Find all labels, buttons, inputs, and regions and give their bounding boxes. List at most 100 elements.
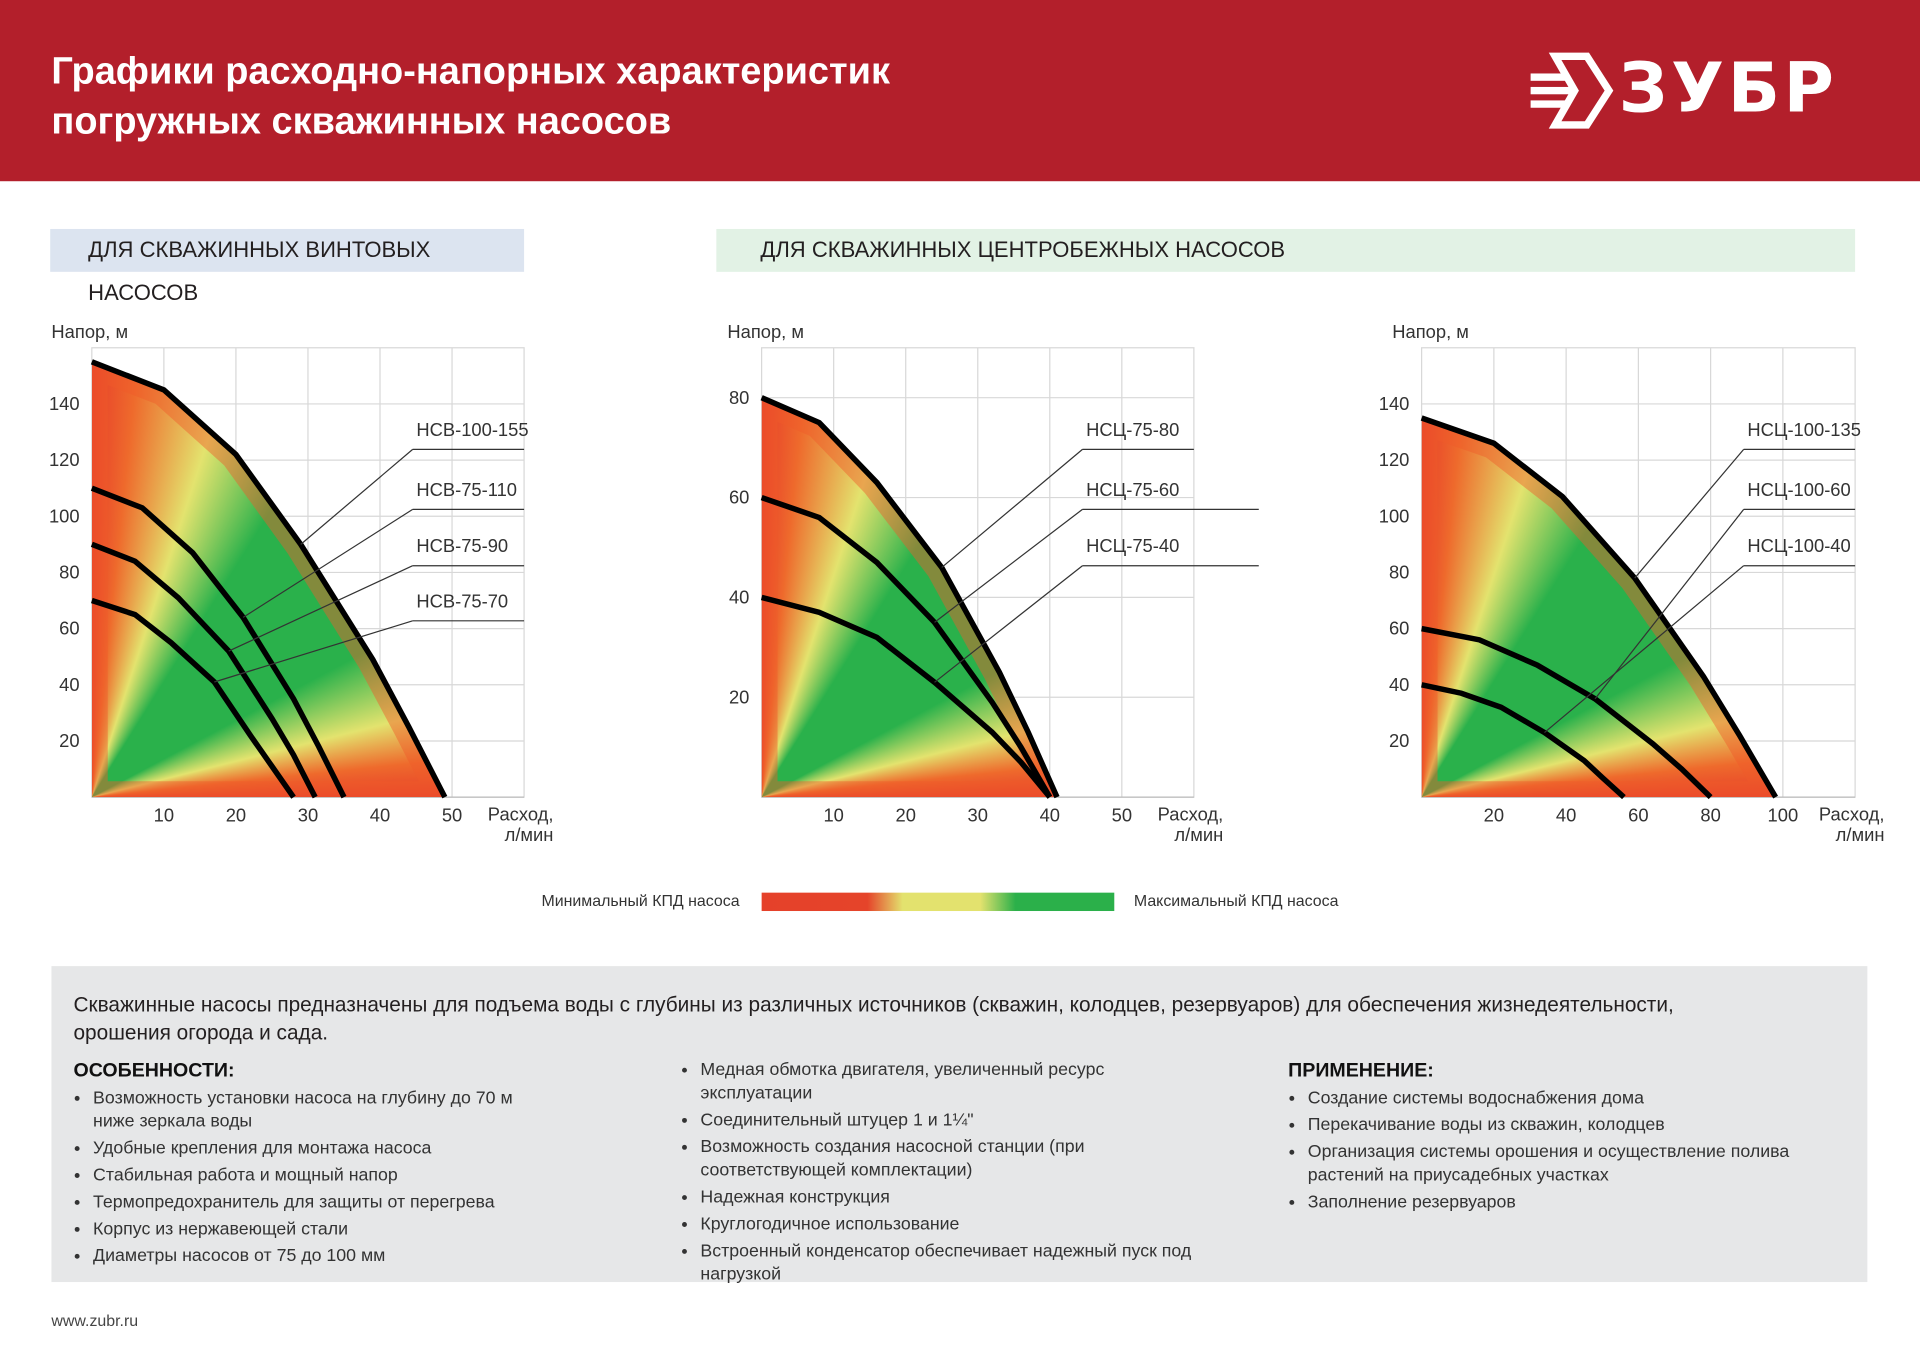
bullet-item: Корпус из нержавеющей стали bbox=[93, 1218, 551, 1241]
bullet-item: Медная обмотка двигателя, увеличенный ре… bbox=[700, 1059, 1219, 1106]
curve-label: НСЦ-75-40 bbox=[1086, 535, 1179, 556]
pump-curve bbox=[1421, 682, 1626, 800]
bullet-item: Удобные крепления для монтажа насоса bbox=[93, 1138, 551, 1161]
x-axis-label: Расход, л/мин bbox=[1157, 804, 1224, 847]
bullet-item: Перекачивание воды из скважин, колодцев bbox=[1308, 1114, 1864, 1137]
footer-url: www.zubr.ru bbox=[51, 1311, 139, 1330]
bullet-item: Надежная конструкция bbox=[700, 1187, 1219, 1210]
leader-line bbox=[228, 565, 413, 652]
x-tick-label: 30 bbox=[968, 805, 988, 826]
x-tick-label: 100 bbox=[1768, 805, 1799, 826]
y-tick-label: 100 bbox=[1379, 505, 1410, 526]
bullet-item: Термопредохранитель для защиты от перегр… bbox=[93, 1191, 551, 1214]
bullet-list: Медная обмотка двигателя, увеличенный ре… bbox=[681, 1059, 1220, 1287]
y-tick-label: 20 bbox=[59, 730, 79, 751]
bullet-item: Организация системы орошения и осуществл… bbox=[1308, 1141, 1864, 1188]
logo-bar bbox=[1530, 86, 1573, 95]
x-tick-label: 20 bbox=[226, 805, 246, 826]
pump-curve bbox=[1421, 625, 1713, 800]
x-tick-label: 10 bbox=[823, 805, 843, 826]
leader-line bbox=[214, 620, 413, 683]
x-tick-label: 20 bbox=[1484, 805, 1504, 826]
y-tick-label: 120 bbox=[1379, 449, 1410, 470]
x-tick-label: 40 bbox=[1040, 805, 1060, 826]
intro-text: Скважинные насосы предназначены для подъ… bbox=[73, 993, 1674, 1045]
curve-label: НСЦ-100-135 bbox=[1747, 419, 1861, 440]
info-box: Скважинные насосы предназначены для подъ… bbox=[51, 966, 1868, 1284]
bullet-item: Встроенный конденсатор обеспечивает наде… bbox=[700, 1240, 1219, 1287]
y-tick-label: 60 bbox=[729, 487, 749, 508]
curve-label: НСВ-75-110 bbox=[416, 479, 517, 500]
bullet-item: Стабильная работа и мощный напор bbox=[93, 1164, 551, 1187]
leader-line bbox=[941, 448, 1083, 568]
x-tick-label: 60 bbox=[1628, 805, 1648, 826]
bullet-item: Круглогодичное использование bbox=[700, 1213, 1219, 1236]
legend-min-label: Минимальный КПД насоса bbox=[541, 891, 740, 910]
leader-line bbox=[934, 508, 1083, 623]
column-heading: ОСОБЕННОСТИ: bbox=[73, 1060, 235, 1082]
y-tick-label: 40 bbox=[59, 674, 79, 695]
x-tick-label: 80 bbox=[1700, 805, 1720, 826]
x-tick-label: 30 bbox=[298, 805, 318, 826]
curve-label: НСЦ-100-40 bbox=[1747, 535, 1850, 556]
bullet-list: Создание системы водоснабжения дома Перек… bbox=[1288, 1087, 1864, 1214]
leader-line bbox=[242, 508, 413, 618]
x-tick-label: 50 bbox=[442, 805, 462, 826]
bullet-item: Создание системы водоснабжения дома bbox=[1308, 1087, 1864, 1110]
y-tick-label: 40 bbox=[1389, 674, 1409, 695]
bullet-item: Диаметры насосов от 75 до 100 мм bbox=[93, 1245, 551, 1268]
y-tick-label: 20 bbox=[729, 686, 749, 707]
x-axis-label: Расход, л/мин bbox=[1818, 804, 1885, 847]
logo-chevron bbox=[1548, 52, 1614, 129]
bullet-item: Возможность установки насоса на глубину … bbox=[93, 1087, 551, 1134]
logo-icon bbox=[1530, 52, 1614, 129]
x-tick-label: 40 bbox=[1556, 805, 1576, 826]
column-heading: ПРИМЕНЕНИЕ: bbox=[1288, 1060, 1434, 1082]
y-axis-label: Напор, м bbox=[727, 321, 804, 342]
y-tick-label: 140 bbox=[49, 393, 80, 414]
x-tick-label: 40 bbox=[370, 805, 390, 826]
curve-label: НСВ-75-70 bbox=[416, 590, 508, 611]
pump-curve bbox=[90, 541, 318, 799]
title-line: Графики расходно-напорных характеристик bbox=[51, 48, 890, 92]
logo-bar bbox=[1530, 73, 1568, 81]
pump-curve bbox=[760, 494, 1053, 799]
info-column: ОСОБЕННОСТИ: Возможность установки насоса… bbox=[73, 1059, 551, 1272]
y-axis-label: Напор, м bbox=[51, 321, 128, 342]
curve-label: НСЦ-75-80 bbox=[1086, 419, 1179, 440]
info-column: Медная обмотка двигателя, увеличенный ре… bbox=[681, 1059, 1220, 1290]
bullet-item: Возможность создания насосной станции (п… bbox=[700, 1136, 1219, 1183]
pump-curve bbox=[90, 359, 448, 799]
leader-line bbox=[300, 448, 414, 545]
x-tick-label: 10 bbox=[154, 805, 174, 826]
header: Графики расходно-напорных характеристик … bbox=[0, 0, 1920, 182]
y-tick-label: 80 bbox=[59, 562, 79, 583]
y-tick-label: 20 bbox=[1389, 730, 1409, 751]
bullet-list: Возможность установки насоса на глубину … bbox=[73, 1087, 551, 1268]
logo-text: ЗУБР bbox=[1618, 48, 1838, 129]
bullet-item: Соединительный штуцер 1 и 1¼" bbox=[700, 1109, 1219, 1132]
bullet-item: Заполнение резервуаров bbox=[1308, 1191, 1864, 1214]
y-tick-label: 140 bbox=[1379, 393, 1410, 414]
x-tick-label: 50 bbox=[1112, 805, 1132, 826]
logo-bar bbox=[1530, 100, 1568, 108]
y-tick-label: 80 bbox=[729, 387, 749, 408]
info-column: ПРИМЕНЕНИЕ: Создание системы водоснабжени… bbox=[1288, 1059, 1864, 1218]
pump-curve bbox=[760, 395, 1060, 799]
leader-line bbox=[1594, 509, 1745, 700]
y-tick-label: 60 bbox=[59, 618, 79, 639]
y-tick-label: 100 bbox=[49, 505, 80, 526]
y-axis-label: Напор, м bbox=[1392, 321, 1469, 342]
leader-line bbox=[1634, 448, 1745, 579]
curve-label: НСЦ-100-60 bbox=[1747, 479, 1850, 500]
title-line: погружных скважинных насосов bbox=[51, 99, 672, 143]
curve-label: НСВ-100-155 bbox=[416, 419, 528, 440]
x-tick-label: 20 bbox=[896, 805, 916, 826]
legend-gradient bbox=[761, 892, 1115, 912]
y-tick-label: 40 bbox=[729, 587, 749, 608]
curve-label: НСЦ-75-60 bbox=[1086, 479, 1179, 500]
x-axis-label: Расход, л/мин bbox=[487, 804, 554, 847]
